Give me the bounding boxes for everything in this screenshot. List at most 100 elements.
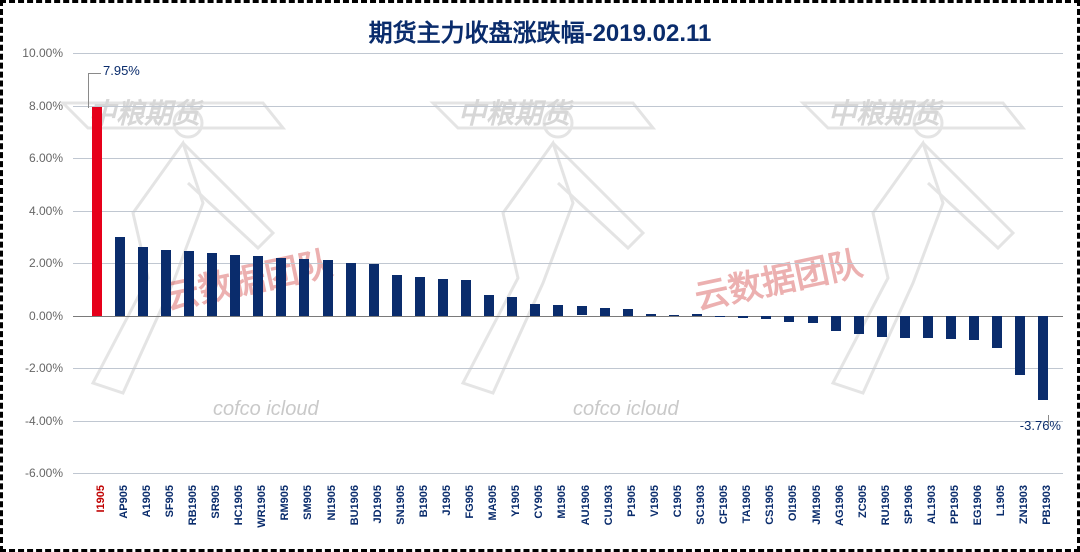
x-axis-label: RM905 [279,485,291,520]
bar [738,316,748,319]
gridline [73,53,1063,54]
x-axis-label: OI1905 [787,485,799,521]
x-axis-label: V1905 [649,485,661,517]
x-axis-label: J1905 [441,485,453,516]
y-axis-label: 2.00% [3,256,63,270]
bar [992,316,1002,349]
bar [784,316,794,323]
bar [969,316,979,341]
bar [600,308,610,316]
y-axis-label: -4.00% [3,414,63,428]
x-axis-label: CS1905 [764,485,776,525]
bar [253,256,263,315]
bar [323,260,333,315]
callout-low-line [1048,415,1049,425]
x-axis-label: C1905 [672,485,684,517]
gridline [73,106,1063,107]
y-axis-label: 8.00% [3,99,63,113]
x-axis-label: PB1903 [1041,485,1053,525]
x-axis-label: HC1905 [233,485,245,525]
gridline [73,421,1063,422]
x-axis-label: ZN1903 [1018,485,1030,524]
chart-frame: 中粮期货 中粮期货 中粮期货 云数据团队 云数据团队 [0,0,1080,552]
bar [530,304,540,316]
gridline [73,158,1063,159]
y-axis-label: 10.00% [3,46,63,60]
x-axis-label: FG905 [464,485,476,519]
bar [808,316,818,324]
gridline [73,316,1063,317]
x-axis-label: SF905 [164,485,176,517]
x-axis-label: AU1906 [580,485,592,525]
x-axis-label: AG1906 [834,485,846,526]
x-axis-label: MA905 [487,485,499,520]
gridline [73,368,1063,369]
x-axis-label: P1905 [626,485,638,517]
bar [369,264,379,315]
x-axis-label: B1905 [418,485,430,517]
bar [115,237,125,316]
bar [715,316,725,317]
bar [923,316,933,338]
callout-high-line-v [88,73,89,108]
chart-title: 期货主力收盘涨跌幅-2019.02.11 [3,13,1077,48]
x-axis-label: SC1903 [695,485,707,525]
bar [415,277,425,315]
x-axis-label: WR1905 [256,485,268,528]
plot-area: -6.00%-4.00%-2.00%0.00%2.00%4.00%6.00%8.… [73,53,1063,473]
bar [299,259,309,315]
x-axis-label: SR905 [210,485,222,519]
bar [138,247,148,315]
bar [1038,316,1048,400]
bar [692,314,702,315]
x-axis-label: CY905 [533,485,545,519]
bar [900,316,910,338]
y-axis-label: 6.00% [3,151,63,165]
x-axis-label: Y1905 [510,485,522,517]
bar [577,306,587,316]
x-axis-label: RB1905 [187,485,199,525]
gridline [73,473,1063,474]
x-axis-label: CU1903 [603,485,615,525]
bar [1015,316,1025,375]
bar [207,253,217,316]
gridline [73,263,1063,264]
bar [161,250,171,316]
callout-high-line [89,73,101,74]
y-axis-label: -6.00% [3,466,63,480]
x-axis-label: NI1905 [326,485,338,520]
bar [346,263,356,316]
x-axis-label: A1905 [141,485,153,517]
bar [184,251,194,315]
callout-low: -3.76% [1020,418,1061,433]
bar [646,314,656,315]
bar [669,315,679,316]
x-axis-label: I1905 [95,485,107,513]
x-axis-label: SM905 [302,485,314,520]
bar [276,258,286,316]
callout-high: 7.95% [103,63,140,78]
bar [854,316,864,334]
bar [877,316,887,337]
x-axis-label: CF1905 [718,485,730,524]
bar [461,280,471,315]
gridline [73,211,1063,212]
x-axis-label: JD1905 [372,485,384,524]
bar [392,275,402,316]
y-axis-label: 0.00% [3,309,63,323]
bar [761,316,771,320]
y-axis-label: 4.00% [3,204,63,218]
x-axis-label: TA1905 [741,485,753,523]
x-axis-label: RU1905 [880,485,892,525]
bar [484,295,494,316]
bar [623,309,633,316]
x-axis-label: BU1906 [349,485,361,525]
bar [553,305,563,316]
x-axis-label: L1905 [995,485,1007,516]
x-axis-label: M1905 [556,485,568,519]
x-axis-label: ZC905 [857,485,869,518]
y-axis-label: -2.00% [3,361,63,375]
bar [230,255,240,315]
x-axis-label: PP1905 [949,485,961,524]
x-axis-label: AL1903 [926,485,938,524]
